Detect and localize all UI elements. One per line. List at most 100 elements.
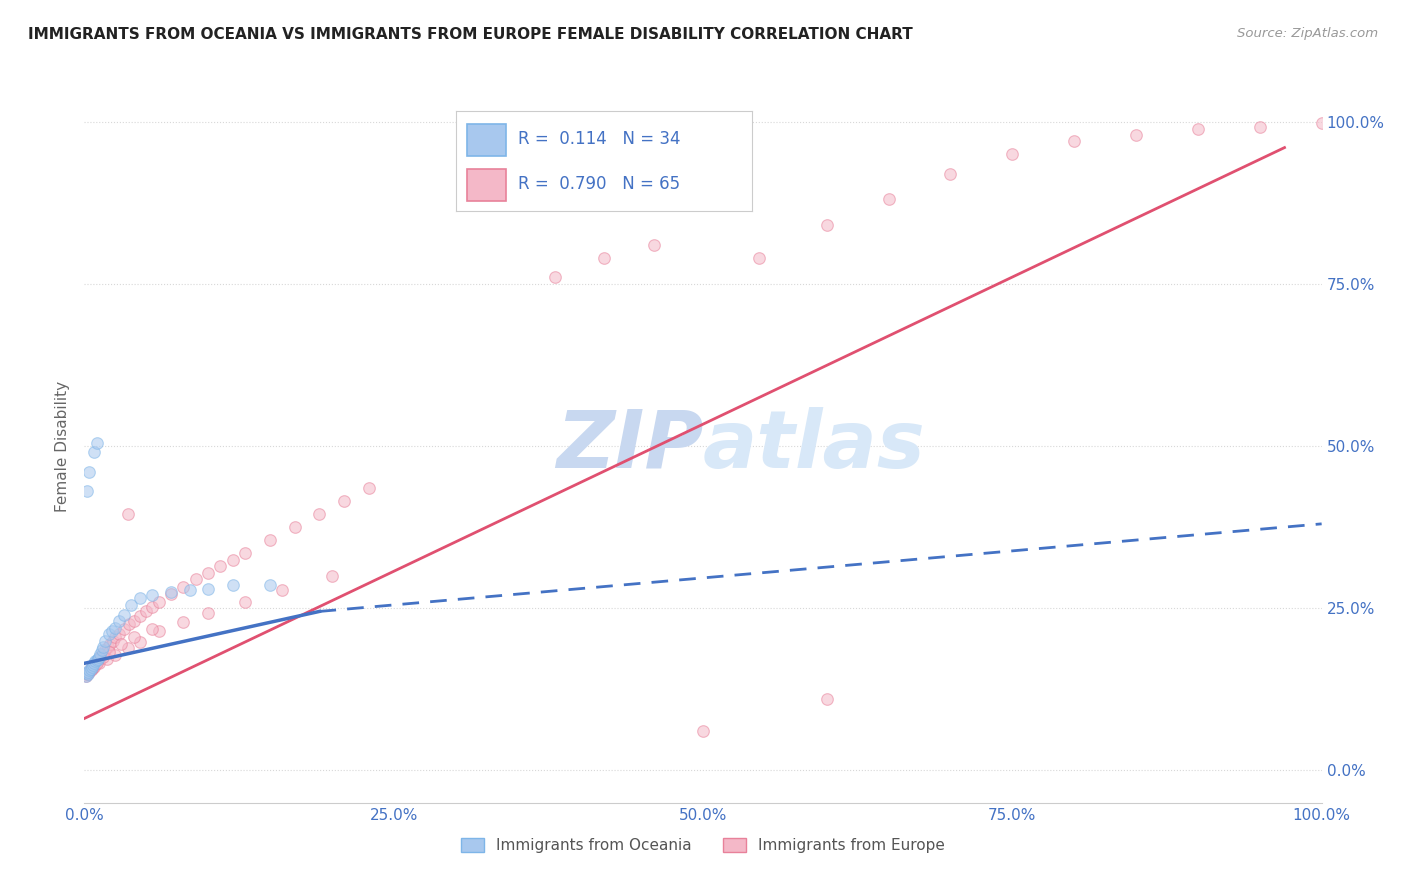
Point — [82, 657, 104, 672]
Text: ZIP: ZIP — [555, 407, 703, 485]
Point — [90, 643, 112, 657]
Point — [141, 599, 163, 614]
Point — [76, 666, 98, 681]
Point — [79, 663, 101, 677]
Point — [333, 494, 356, 508]
Point — [172, 615, 194, 630]
Point — [75, 669, 97, 683]
Point — [79, 663, 101, 677]
Point — [79, 661, 101, 675]
Point — [179, 582, 201, 597]
Point — [79, 665, 101, 679]
Point — [135, 604, 157, 618]
Point — [1249, 120, 1271, 134]
Text: IMMIGRANTS FROM OCEANIA VS IMMIGRANTS FROM EUROPE FEMALE DISABILITY CORRELATION : IMMIGRANTS FROM OCEANIA VS IMMIGRANTS FR… — [28, 27, 912, 42]
Point — [122, 631, 145, 645]
Point — [75, 669, 97, 683]
Point — [77, 666, 100, 681]
Point — [748, 251, 770, 265]
Point — [86, 653, 108, 667]
Text: Source: ZipAtlas.com: Source: ZipAtlas.com — [1237, 27, 1378, 40]
Point — [98, 645, 121, 659]
Point — [1187, 122, 1209, 136]
Point — [97, 640, 120, 654]
Point — [939, 167, 962, 181]
Point — [222, 578, 245, 592]
Point — [108, 614, 131, 628]
Point — [284, 520, 307, 534]
Point — [101, 633, 124, 648]
Point — [117, 641, 139, 656]
Point — [148, 624, 170, 638]
Point — [357, 481, 380, 495]
Point — [197, 607, 219, 621]
Point — [90, 648, 112, 662]
Point — [91, 640, 114, 654]
Point — [172, 581, 194, 595]
Point — [89, 649, 111, 664]
Point — [259, 533, 281, 547]
Point — [79, 465, 101, 479]
Point — [112, 607, 135, 622]
Point — [86, 655, 108, 669]
Point — [77, 665, 100, 679]
Point — [91, 647, 114, 661]
Point — [593, 251, 616, 265]
Point — [76, 484, 98, 499]
Point — [877, 193, 900, 207]
Point — [110, 637, 132, 651]
Point — [141, 622, 163, 636]
Point — [77, 665, 100, 679]
Point — [222, 552, 245, 566]
Point — [141, 588, 163, 602]
Point — [80, 661, 103, 675]
Text: atlas: atlas — [703, 407, 925, 485]
Point — [209, 559, 232, 574]
Point — [89, 647, 111, 661]
Point — [91, 649, 114, 664]
Point — [96, 652, 118, 666]
Point — [86, 657, 108, 671]
Point — [233, 546, 256, 560]
Point — [815, 692, 838, 706]
Point — [83, 445, 105, 459]
Point — [643, 238, 665, 252]
Point — [160, 585, 183, 599]
Point — [197, 566, 219, 580]
Point — [271, 582, 294, 597]
Point — [233, 595, 256, 609]
Point — [104, 631, 127, 645]
Point — [89, 649, 111, 664]
Point — [100, 624, 122, 638]
Point — [87, 652, 110, 666]
Point — [89, 657, 111, 671]
Point — [129, 635, 152, 649]
Point — [1063, 134, 1085, 148]
Point — [94, 633, 117, 648]
Point — [129, 591, 152, 606]
Point — [80, 661, 103, 675]
Point — [1001, 147, 1024, 161]
Point — [122, 614, 145, 628]
Point — [129, 609, 152, 624]
Point — [197, 582, 219, 596]
Point — [84, 657, 107, 671]
Point — [89, 652, 111, 666]
Point — [104, 648, 127, 662]
Point — [148, 595, 170, 609]
Point — [259, 578, 281, 592]
Point — [80, 659, 103, 673]
Point — [76, 667, 98, 681]
Legend: Immigrants from Oceania, Immigrants from Europe: Immigrants from Oceania, Immigrants from… — [456, 832, 950, 859]
Point — [543, 270, 565, 285]
Point — [79, 661, 101, 675]
Point — [308, 507, 330, 521]
Point — [98, 627, 121, 641]
Point — [86, 435, 108, 450]
Y-axis label: Female Disability: Female Disability — [55, 380, 70, 512]
Point — [184, 572, 207, 586]
Point — [815, 219, 838, 233]
Point — [83, 657, 105, 671]
Point — [83, 658, 105, 673]
Point — [84, 654, 107, 668]
